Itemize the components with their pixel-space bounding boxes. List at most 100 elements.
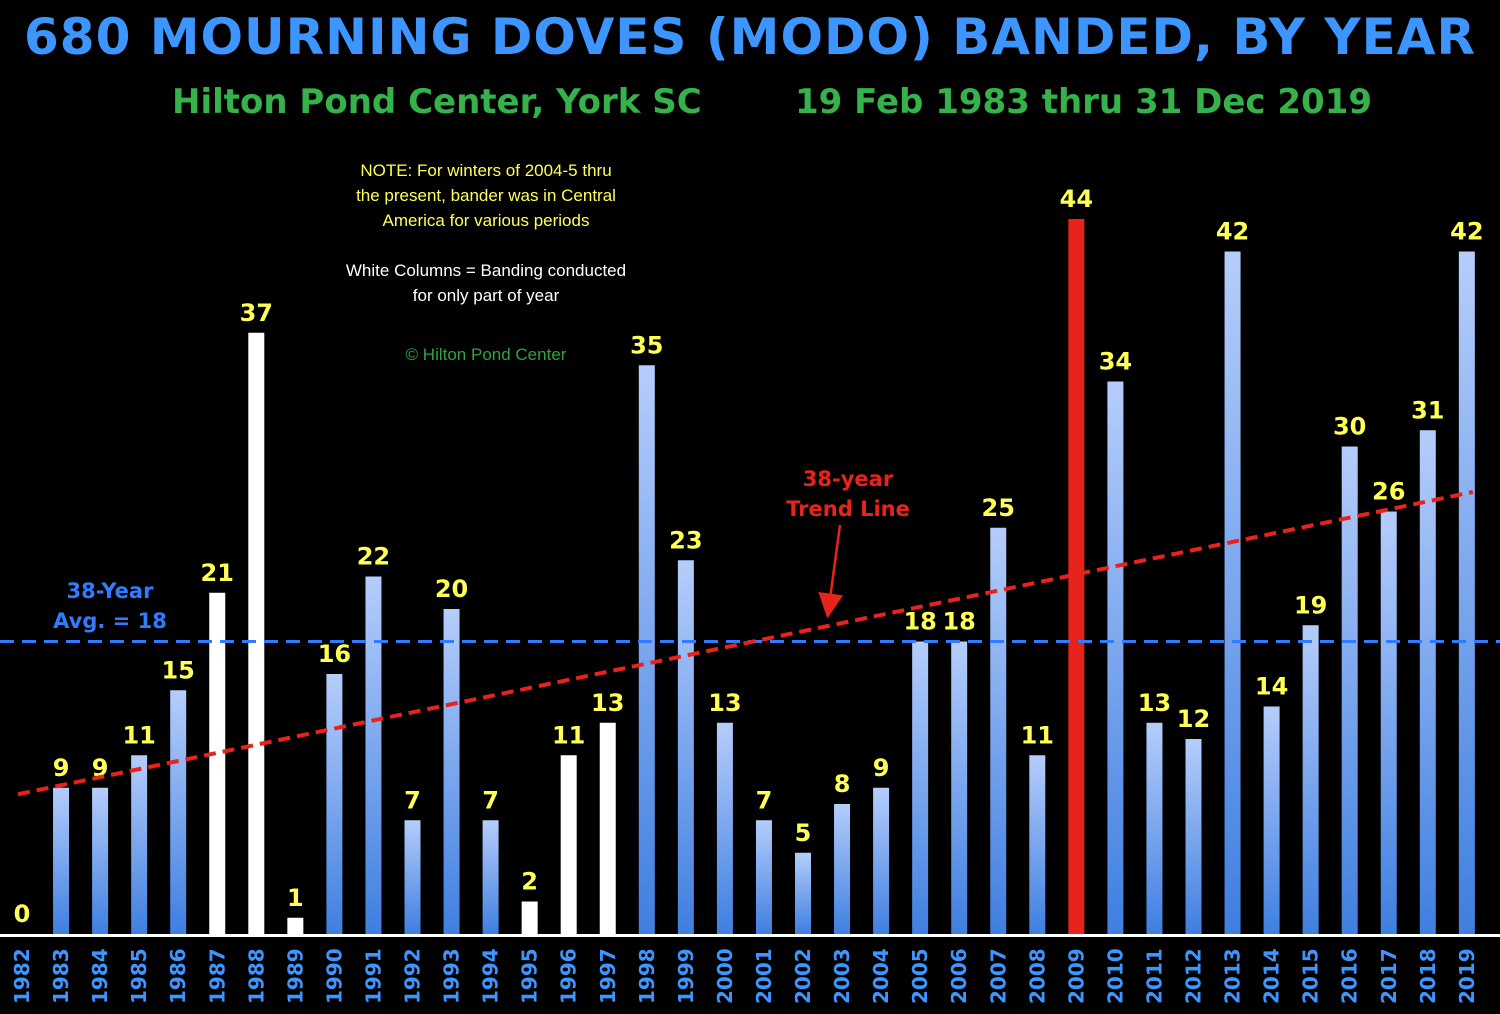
bar-2019 (1458, 251, 1475, 934)
x-tick-label-2008: 2008 (1025, 948, 1049, 1004)
bar-2007 (990, 527, 1007, 934)
bar-2014 (1263, 706, 1280, 934)
trend-label-line-2: Trend Line (786, 497, 910, 521)
x-tick-label-1996: 1996 (557, 948, 581, 1004)
bar-1990 (326, 674, 343, 934)
x-tick-label-2006: 2006 (947, 948, 971, 1004)
x-tick-label-1990: 1990 (322, 948, 346, 1004)
x-tick-label-1987: 1987 (205, 948, 229, 1004)
x-tick-label-1989: 1989 (283, 948, 307, 1004)
x-tick-label-1995: 1995 (518, 948, 542, 1004)
value-label-1982: 0 (14, 900, 31, 928)
bar-1986 (170, 690, 187, 934)
bar-1985 (131, 755, 148, 934)
x-tick-label-2017: 2017 (1377, 948, 1401, 1004)
x-tick-label-2003: 2003 (830, 948, 854, 1004)
x-tick-label-2015: 2015 (1299, 948, 1323, 1004)
chart-subtitle-date-range: 19 Feb 1983 thru 31 Dec 2019 (795, 82, 1373, 122)
value-label-2008: 11 (1021, 721, 1054, 749)
value-label-1990: 16 (318, 640, 351, 668)
average-label-line-1: 38-Year (66, 579, 154, 603)
bar-1987 (209, 592, 226, 934)
value-label-2014: 14 (1255, 673, 1288, 701)
bar-1999 (677, 560, 694, 934)
copyright-note: © Hilton Pond Center (405, 345, 567, 364)
trend-label: 38-year Trend Line (770, 464, 926, 524)
x-tick-label-2001: 2001 (752, 948, 776, 1004)
bar-2010 (1107, 381, 1124, 934)
x-tick-label-2005: 2005 (908, 948, 932, 1004)
bar-1988 (248, 332, 265, 934)
value-label-2012: 12 (1177, 705, 1210, 733)
x-tick-label-2012: 2012 (1182, 948, 1206, 1004)
note-white-columns-2: for only part of year (412, 286, 560, 305)
value-label-1995: 2 (521, 868, 538, 896)
x-tick-label-1992: 1992 (401, 948, 425, 1004)
value-label-2013: 42 (1216, 218, 1249, 246)
value-label-1992: 7 (404, 786, 421, 814)
value-label-2010: 34 (1099, 348, 1132, 376)
value-label-2015: 19 (1294, 591, 1327, 619)
value-label-2000: 13 (708, 689, 741, 717)
x-tick-label-2011: 2011 (1142, 948, 1166, 1004)
value-label-1996: 11 (552, 721, 585, 749)
bar-1994 (482, 820, 499, 934)
bar-2001 (755, 820, 772, 934)
bar-1992 (404, 820, 421, 934)
bar-1983 (53, 787, 70, 934)
x-tick-label-1985: 1985 (127, 948, 151, 1004)
x-tick-label-2013: 2013 (1221, 948, 1245, 1004)
note-line-3: America for various periods (382, 211, 590, 230)
bar-2006 (951, 641, 968, 934)
bar-1993 (443, 609, 460, 934)
chart-subtitle-location: Hilton Pond Center, York SC (172, 82, 702, 122)
x-tick-label-2010: 2010 (1103, 948, 1127, 1004)
x-tick-label-1993: 1993 (440, 948, 464, 1004)
value-label-1984: 9 (92, 754, 109, 782)
note-line-1: NOTE: For winters of 2004-5 thru (360, 161, 612, 180)
bar-1996 (560, 755, 577, 934)
value-label-1985: 11 (122, 721, 155, 749)
value-label-1999: 23 (669, 526, 702, 554)
x-tick-label-2000: 2000 (713, 948, 737, 1004)
value-label-2009: 44 (1060, 185, 1093, 213)
value-label-1998: 35 (630, 331, 663, 359)
x-tick-label-1997: 1997 (596, 948, 620, 1004)
bar-2009 (1068, 219, 1085, 934)
bar-2018 (1419, 430, 1436, 934)
value-label-1983: 9 (53, 754, 70, 782)
x-tick-label-1999: 1999 (674, 948, 698, 1004)
value-label-2017: 26 (1372, 478, 1405, 506)
value-label-1986: 15 (161, 656, 194, 684)
note-line-2: the present, bander was in Central (356, 186, 616, 205)
value-label-1988: 37 (240, 299, 273, 327)
value-label-2007: 25 (982, 494, 1015, 522)
x-tick-label-2018: 2018 (1416, 948, 1440, 1004)
x-tick-label-2014: 2014 (1260, 948, 1284, 1004)
value-label-2004: 9 (873, 754, 890, 782)
value-label-2002: 5 (795, 819, 812, 847)
x-tick-label-1998: 1998 (635, 948, 659, 1004)
bar-1984 (92, 787, 109, 934)
value-label-2016: 30 (1333, 413, 1366, 441)
bar-1998 (638, 365, 655, 934)
value-label-2019: 42 (1450, 218, 1483, 246)
trend-line (17, 490, 1474, 797)
x-tick-label-2019: 2019 (1455, 948, 1479, 1004)
bar-2004 (873, 787, 890, 934)
value-label-1997: 13 (591, 689, 624, 717)
value-label-1993: 20 (435, 575, 468, 603)
value-label-2003: 8 (834, 770, 851, 798)
value-label-1987: 21 (201, 559, 234, 587)
trend-label-line-1: 38-year (802, 467, 894, 491)
x-tick-label-2016: 2016 (1338, 948, 1362, 1004)
trend-arrow (818, 524, 844, 619)
x-tick-label-2002: 2002 (791, 948, 815, 1004)
bar-2016 (1341, 446, 1358, 934)
value-label-1989: 1 (287, 884, 304, 912)
bar-2017 (1380, 511, 1397, 934)
x-tick-label-1984: 1984 (88, 948, 112, 1004)
bar-2005 (912, 641, 929, 934)
